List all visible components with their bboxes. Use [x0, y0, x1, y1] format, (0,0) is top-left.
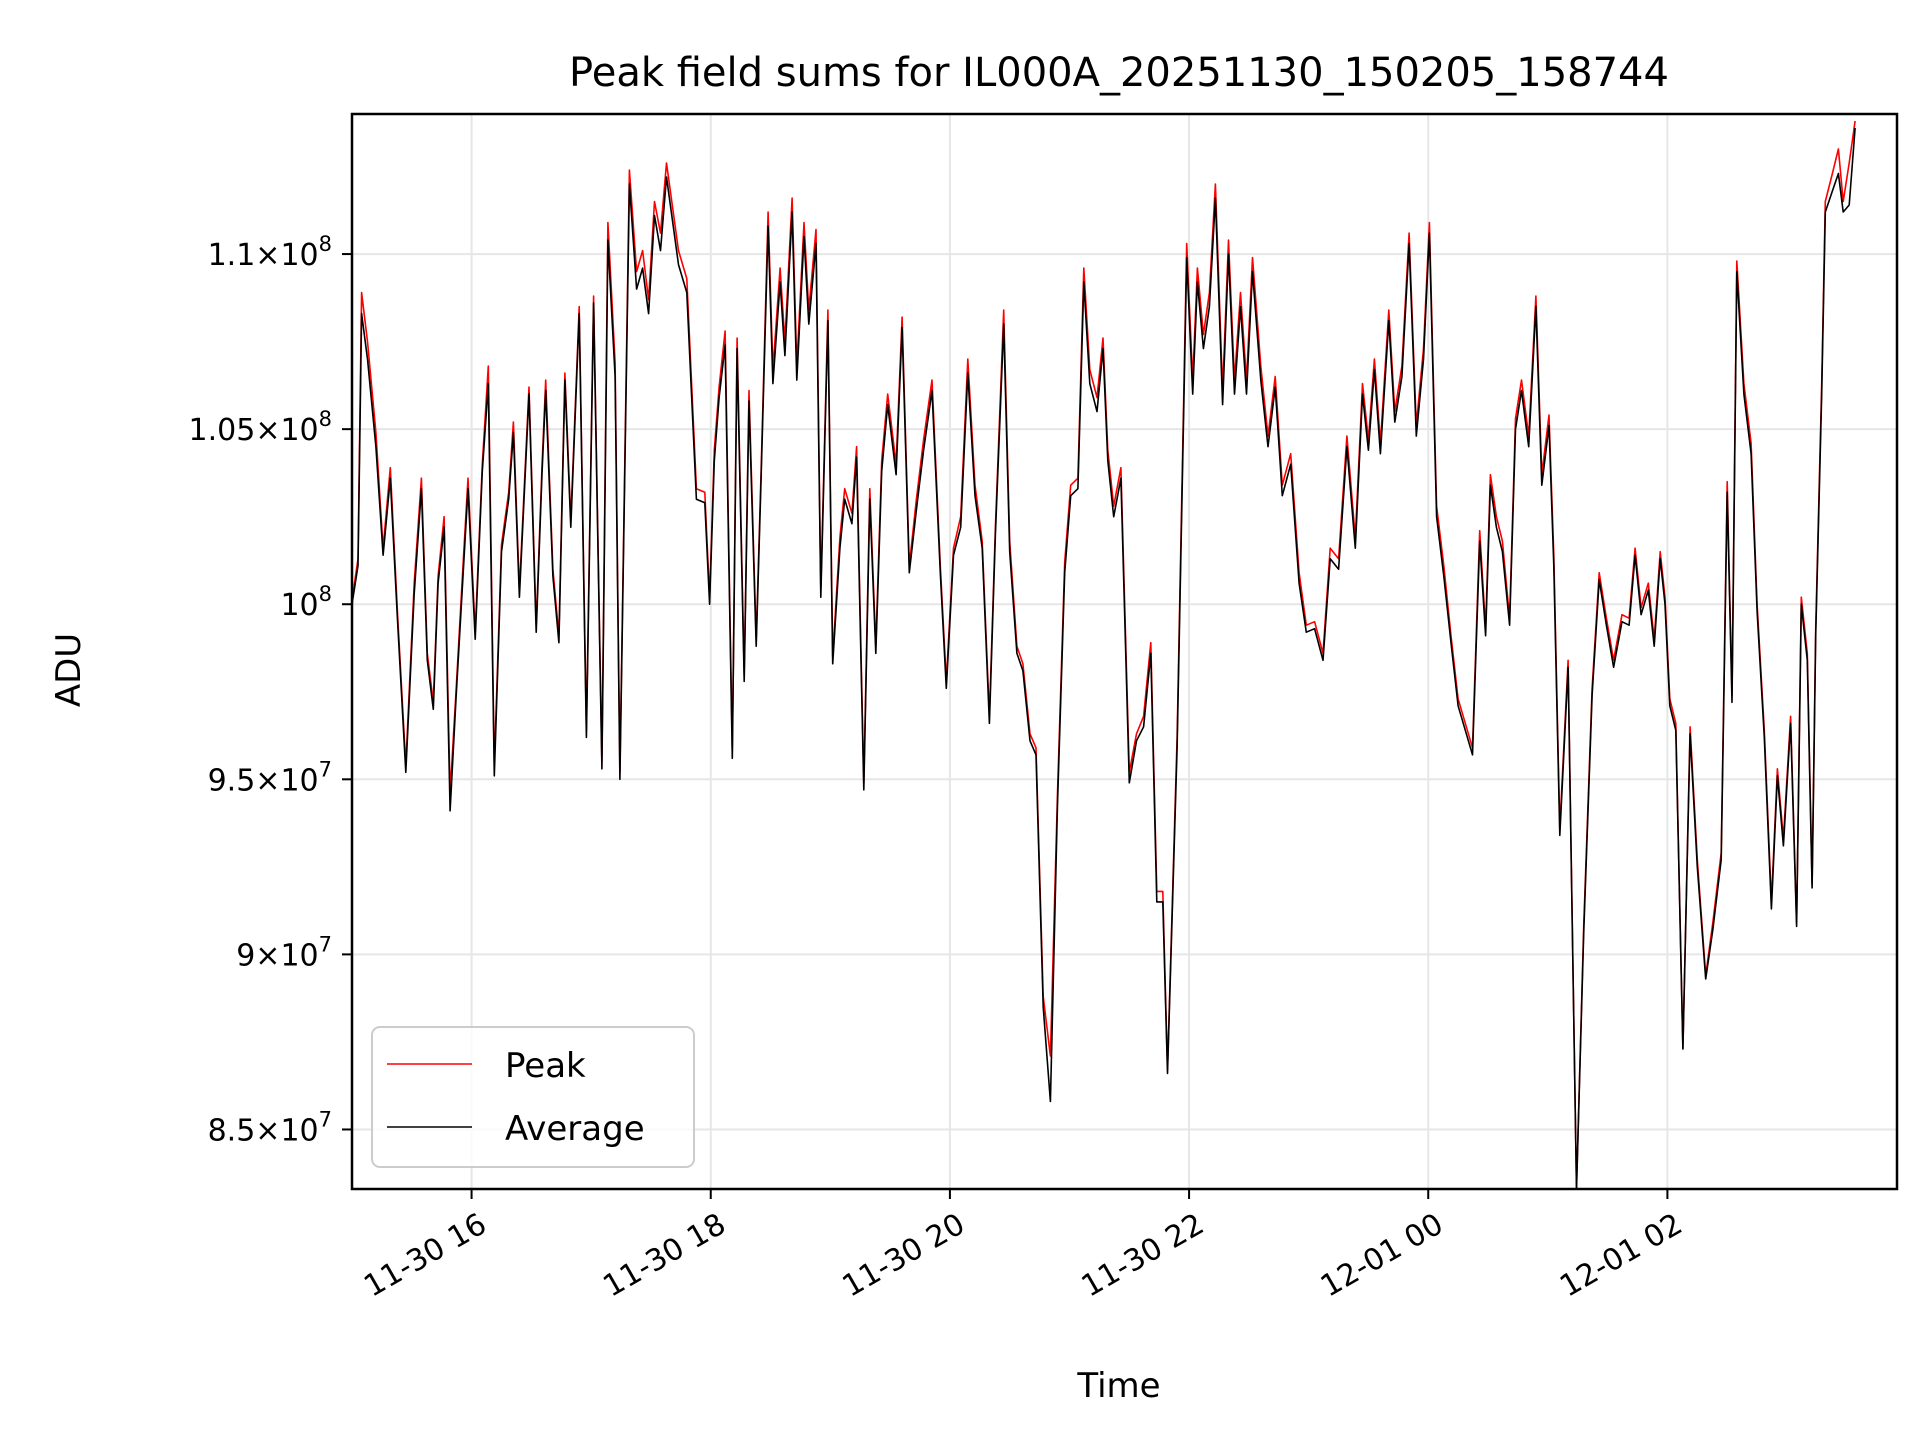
average-series-line [352, 127, 1856, 1189]
legend-box [371, 1026, 695, 1168]
legend-peak-label: Peak [505, 1046, 586, 1086]
x-axis-label: Time [1076, 1366, 1160, 1406]
y-tick-label: 8.5×107 [208, 1107, 332, 1148]
plot-frame [350, 112, 1899, 1191]
series-layer [352, 120, 1856, 1189]
legend: Peak Average [371, 1026, 695, 1168]
y-tick-label: 1.1×108 [208, 232, 332, 273]
y-axis: 8.5×107 9×107 9.5×107 108 1.05×108 1.1×108 [189, 232, 352, 1148]
y-tick-label: 108 [280, 582, 332, 623]
y-tick-label: 1.05×108 [189, 407, 332, 448]
y-tick-label: 9.5×107 [208, 757, 332, 798]
legend-average-label: Average [505, 1109, 645, 1149]
chart-title: Peak field sums for IL000A_20251130_1502… [569, 50, 1669, 96]
y-tick-label: 9×107 [236, 932, 332, 973]
y-axis-label: ADU [49, 633, 89, 707]
